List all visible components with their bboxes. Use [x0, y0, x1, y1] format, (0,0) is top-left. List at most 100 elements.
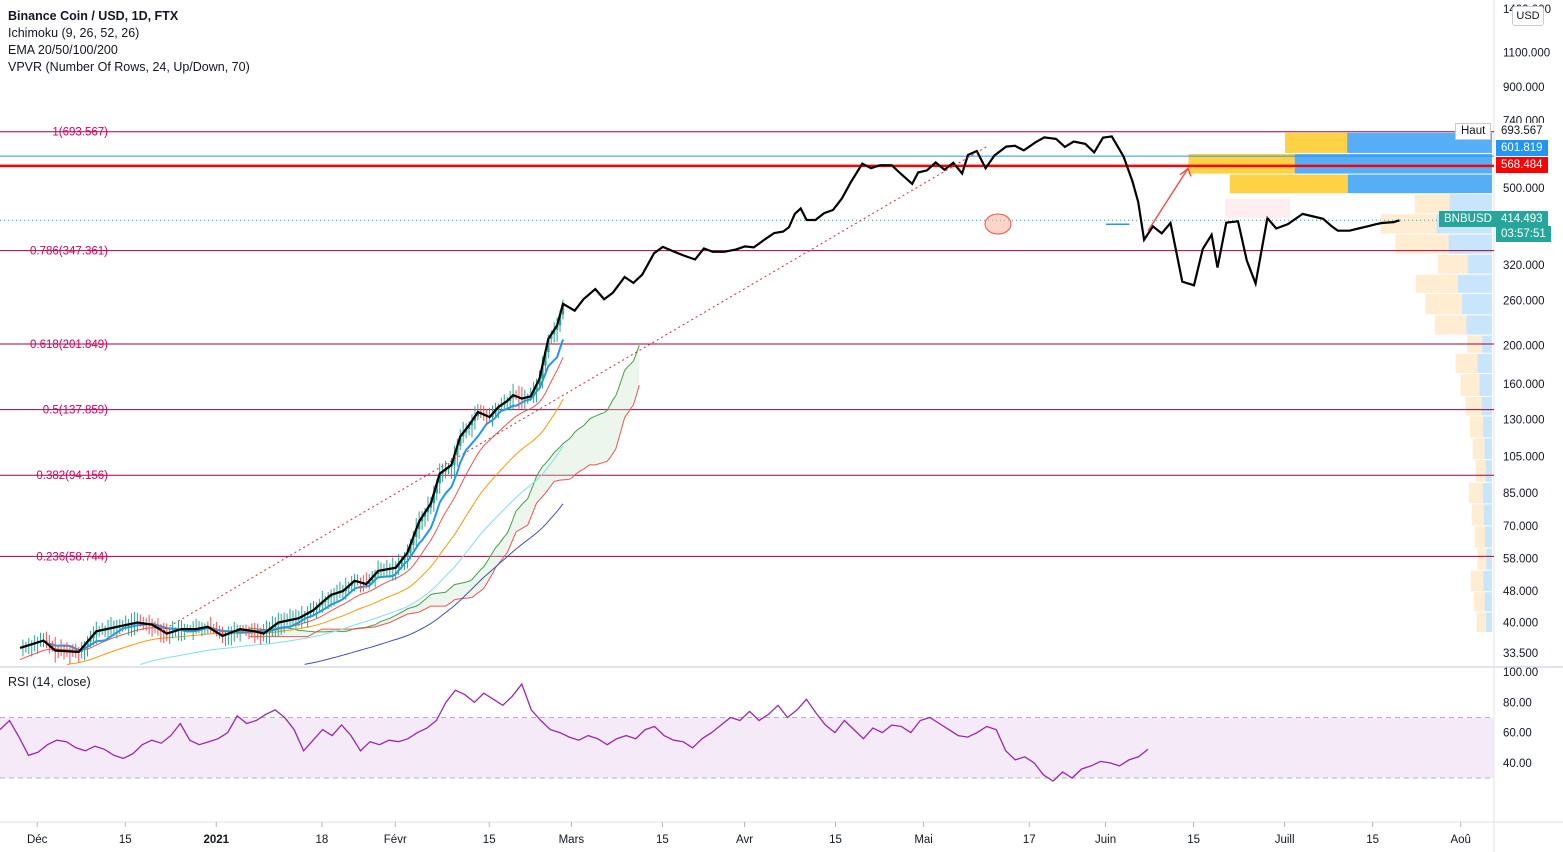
- price-tick-label: 900.000: [1503, 82, 1545, 94]
- vpvr-up-bar: [1470, 570, 1484, 592]
- candle-body: [476, 411, 480, 417]
- ema100-line: [140, 445, 564, 665]
- candle-body: [420, 516, 424, 522]
- rsi-legend[interactable]: RSI (14, close): [8, 675, 91, 689]
- time-tick-label: 15: [656, 834, 669, 846]
- time-tick-label: Aoû: [1450, 834, 1470, 846]
- vpvr-up-bar: [1468, 482, 1483, 504]
- candle-body: [464, 428, 468, 433]
- ema-legend[interactable]: EMA 20/50/100/200: [8, 43, 118, 57]
- ema200-line: [304, 503, 564, 665]
- vpvr-profile: [1188, 132, 1492, 633]
- candle-body: [80, 648, 83, 652]
- blue-line-tag: 601.819: [1496, 140, 1548, 156]
- candle-body: [544, 352, 547, 366]
- vpvr-up-bar: [1414, 194, 1450, 214]
- vpvr-down-bar: [1347, 174, 1492, 194]
- candle-body: [417, 521, 421, 530]
- price-tick-label: 320.000: [1503, 260, 1545, 272]
- price-tick-label: 105.000: [1503, 451, 1545, 463]
- vpvr-down-bar: [1483, 416, 1492, 438]
- symbol-title[interactable]: Binance Coin / USD, 1D, FTX: [8, 9, 179, 23]
- candle-body: [429, 503, 433, 508]
- candle-body: [552, 329, 556, 335]
- vpvr-down-bar: [1481, 396, 1492, 416]
- candle-body: [415, 529, 418, 538]
- vpvr-up-bar: [1455, 353, 1478, 373]
- vpvr-legend[interactable]: VPVR (Number Of Rows, 24, Up/Down, 70): [8, 60, 250, 74]
- vpvr-down-bar: [1466, 315, 1492, 335]
- rsi-line: [0, 682, 1149, 782]
- candle-body: [83, 645, 86, 649]
- vpvr-up-bar: [1474, 526, 1486, 548]
- time-tick-label: Juill: [1275, 834, 1295, 846]
- candle-body: [558, 314, 562, 326]
- time-tick-label: Déc: [27, 834, 48, 846]
- candle-body: [550, 334, 553, 339]
- price-axis[interactable]: 1100.000900.000740.000500.000320.000260.…: [1503, 47, 1550, 660]
- leading-span-b: [248, 385, 640, 638]
- price-tick-label: 33.500: [1503, 648, 1538, 660]
- candle-body: [535, 384, 538, 391]
- candle-body: [532, 390, 535, 397]
- candle-body: [470, 420, 474, 426]
- rsi-axis: 100.00 80.00 60.00 40.00: [1503, 667, 1538, 770]
- time-tick-label: 15: [119, 834, 132, 846]
- candle-body: [438, 473, 441, 484]
- vpvr-down-bar: [1482, 482, 1492, 504]
- price-tick-label: 48.000: [1503, 586, 1538, 598]
- vpvr-up-bar: [1380, 214, 1437, 234]
- vpvr-down-bar: [1477, 353, 1492, 373]
- vpvr-down-bar: [1483, 504, 1492, 526]
- vpvr-down-bar: [1448, 234, 1492, 254]
- candle-body: [403, 556, 406, 561]
- vpvr-up-bar: [1475, 460, 1486, 482]
- ichimoku-legend[interactable]: Ichimoku (9, 26, 52, 26): [8, 26, 140, 40]
- price-tick-label: 500.000: [1503, 183, 1545, 195]
- vpvr-down-bar: [1485, 460, 1492, 482]
- candle-body: [397, 563, 400, 568]
- projection-zone: [1225, 198, 1290, 218]
- rsi-tick-label: 40.00: [1503, 758, 1532, 770]
- vpvr-up-bar: [1285, 132, 1348, 153]
- vpvr-down-bar: [1449, 194, 1492, 214]
- vpvr-up-bar: [1477, 548, 1487, 570]
- vpvr-down-bar: [1294, 153, 1492, 174]
- ichimoku-cloud: [248, 345, 640, 638]
- candle-body: [92, 634, 95, 639]
- candle-body: [435, 483, 438, 494]
- candle-body: [423, 512, 427, 517]
- projection-arrow: [1147, 168, 1189, 232]
- price-tick-label: 85.000: [1503, 488, 1538, 500]
- red-line-tag: 568.484: [1496, 157, 1548, 173]
- candle-body: [491, 413, 494, 418]
- time-axis[interactable]: Déc 15 2021 18 Févr 15 Mars 15 Avr 15 Mai 17 Juin 15 J…: [27, 822, 1471, 846]
- time-tick-label: Juin: [1095, 834, 1116, 846]
- currency-button[interactable]: USD: [1512, 6, 1544, 26]
- candle-body: [459, 436, 462, 446]
- price-tick-label: 130.000: [1503, 415, 1545, 427]
- candle-body: [95, 631, 98, 635]
- vpvr-down-bar: [1467, 254, 1492, 274]
- countdown-tag: 03:57:51: [1496, 226, 1551, 242]
- vpvr-up-bar: [1229, 174, 1348, 194]
- candle-body: [555, 325, 559, 330]
- vpvr-up-bar: [1425, 293, 1463, 315]
- candle-body: [453, 455, 456, 465]
- fib-level-label: 0.618(201.849): [30, 339, 108, 351]
- drawings[interactable]: [160, 145, 1290, 632]
- vpvr-down-bar: [1462, 293, 1492, 315]
- time-tick-label: 15: [829, 834, 842, 846]
- horizontal-lines[interactable]: [0, 155, 1494, 221]
- symbol-tag: BNBUSD: [1439, 211, 1497, 227]
- price-tick-label: 40.000: [1503, 617, 1538, 629]
- time-tick-label: Avr: [736, 834, 753, 846]
- fib-level-label: 0.5(137.859): [43, 405, 108, 417]
- vpvr-up-bar: [1415, 274, 1458, 293]
- vpvr-up-bar: [1471, 504, 1484, 526]
- price-pane[interactable]: [0, 0, 1494, 666]
- vpvr-up-bar: [1469, 416, 1484, 438]
- candle-body: [400, 560, 403, 564]
- price-tick-label: 160.000: [1503, 379, 1545, 391]
